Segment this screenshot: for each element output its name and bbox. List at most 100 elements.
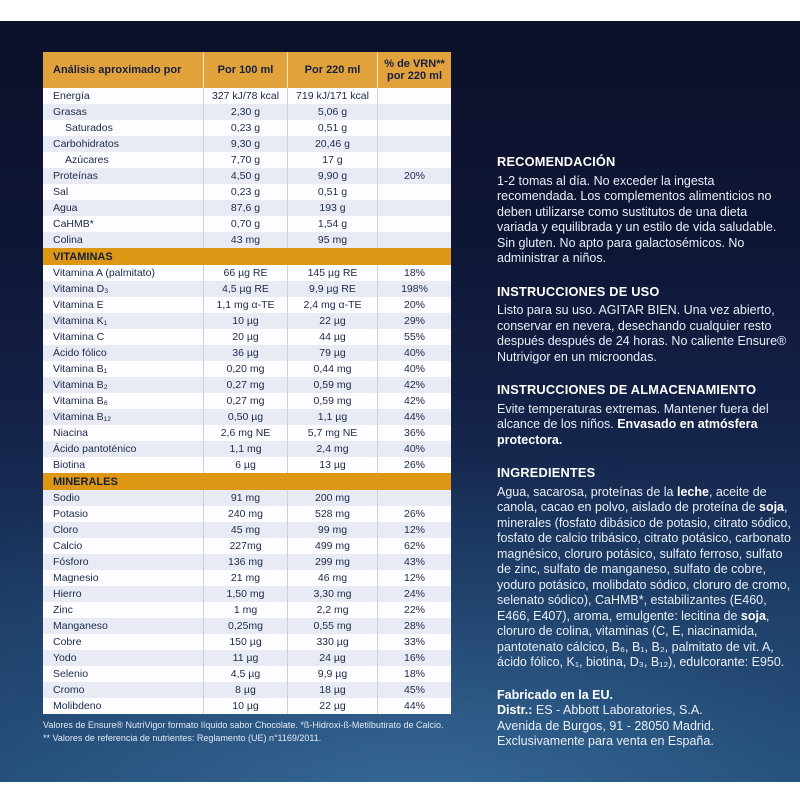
text-segment: , minerales (fosfato dibásico de potasio… — [497, 500, 791, 623]
table-row: Cloro 45 mg 99 mg 12% — [43, 522, 451, 538]
vrn-percent-value — [377, 120, 451, 136]
manufacturer-block: Fabricado en la EU. Distr.: ES - Abbott L… — [497, 688, 791, 750]
table-row: Vitamina A (palmitato) 66 µg RE 145 µg RE 1… — [43, 265, 451, 281]
table-row: Potasio 240 mg 528 mg 26% — [43, 506, 451, 522]
table-row: Agua 87,6 g 193 g — [43, 200, 451, 216]
per-220ml-value: 200 mg — [287, 490, 377, 506]
table-row: Yodo 11 µg 24 µg 16% — [43, 650, 451, 666]
panel-body-text: Evite temperaturas extremas. Mantener fu… — [497, 402, 791, 449]
per-100ml-value: 45 mg — [203, 522, 287, 538]
per-220ml-value: 1,54 g — [287, 216, 377, 232]
per-100ml-value: 0,23 g — [203, 120, 287, 136]
table-row: Vitamina B₆ 0,27 mg 0,59 mg 42% — [43, 393, 451, 409]
nutrient-name: Cloro — [53, 524, 79, 536]
vrn-percent-value: 62% — [377, 538, 451, 554]
nutrient-name: Potasio — [53, 508, 89, 520]
table-row: Ácido fólico 36 µg 79 µg 40% — [43, 345, 451, 361]
nutrient-name: Vitamina D₃ — [53, 283, 109, 295]
per-100ml-value: 0,27 mg — [203, 393, 287, 409]
panel-heading: INSTRUCCIONES DE ALMACENAMIENTO — [497, 382, 757, 397]
per-220ml-value: 0,55 mg — [287, 618, 377, 634]
nutrient-name: Niacina — [53, 427, 89, 439]
vrn-percent-value: 40% — [377, 361, 451, 377]
vrn-percent-value: 44% — [377, 698, 451, 714]
column-header-per-100ml: Por 100 ml — [203, 52, 287, 88]
nutrient-name: Yodo — [53, 652, 77, 664]
table-header-row: Análisis aproximado por Por 100 ml Por 2… — [43, 52, 451, 88]
nutrient-name: Cobre — [53, 636, 82, 648]
table-row: Niacina 2,6 mg NE 5,7 mg NE 36% — [43, 425, 451, 441]
per-220ml-value: 20,46 g — [287, 136, 377, 152]
nutrient-name: Vitamina C — [53, 331, 105, 343]
text-segment: Avenida de Burgos, 91 - 28050 Madrid. — [497, 718, 715, 733]
manufacturer-line: Exclusivamente para venta en España. — [497, 734, 791, 750]
vrn-percent-value: 16% — [377, 650, 451, 666]
vrn-percent-value: 33% — [377, 634, 451, 650]
table-row: Carbohidratos 9,30 g 20,46 g — [43, 136, 451, 152]
table-row: Colina 43 mg 95 mg — [43, 232, 451, 248]
vrn-percent-value: 18% — [377, 265, 451, 281]
panel-section: RECOMENDACIÓN 1-2 tomas al día. No excede… — [497, 154, 791, 267]
text-segment: , aceite de canola, cacao en polvo, aisl… — [497, 484, 767, 515]
nutrient-name: Selenio — [53, 668, 89, 680]
per-100ml-value: 11 µg — [203, 650, 287, 666]
per-220ml-value: 2,4 mg α-TE — [287, 297, 377, 313]
per-220ml-value: 1,1 µg — [287, 409, 377, 425]
table-row: Zinc 1 mg 2,2 mg 22% — [43, 602, 451, 618]
section-header-vitaminas: VITAMINAS — [43, 248, 451, 265]
per-220ml-value: 2,2 mg — [287, 602, 377, 618]
per-220ml-value: 2,4 mg — [287, 441, 377, 457]
table-row: Ácido pantoténico 1,1 mg 2,4 mg 40% — [43, 441, 451, 457]
per-220ml-value: 17 g — [287, 152, 377, 168]
nutrient-name: Zinc — [53, 604, 73, 616]
per-100ml-value: 1 mg — [203, 602, 287, 618]
table-row: Vitamina B₁ 0,20 mg 0,44 mg 40% — [43, 361, 451, 377]
vrn-percent-value — [377, 232, 451, 248]
per-100ml-value: 240 mg — [203, 506, 287, 522]
vrn-percent-value — [377, 184, 451, 200]
vrn-percent-value: 24% — [377, 586, 451, 602]
vrn-percent-value: 198% — [377, 281, 451, 297]
table-row: Vitamina E 1,1 mg α-TE 2,4 mg α-TE 20% — [43, 297, 451, 313]
vrn-percent-value: 29% — [377, 313, 451, 329]
column-header-vrn-percent: % de VRN** por 220 ml — [377, 52, 451, 88]
vrn-percent-value: 26% — [377, 457, 451, 473]
per-100ml-value: 7,70 g — [203, 152, 287, 168]
text-segment: Envasado en atmósfera protectora. — [497, 417, 758, 447]
nutrient-name: Agua — [53, 202, 78, 214]
text-segment: Distr.: — [497, 703, 533, 717]
manufacturer-line: Fabricado en la EU. — [497, 688, 791, 704]
nutrient-name: Vitamina B₁₂ — [53, 411, 112, 423]
per-220ml-value: 5,7 mg NE — [287, 425, 377, 441]
vrn-percent-value — [377, 88, 451, 104]
table-row: Sal 0,23 g 0,51 g — [43, 184, 451, 200]
vrn-percent-value: 44% — [377, 409, 451, 425]
nutrient-name: Vitamina B₁ — [53, 363, 108, 375]
per-220ml-value: 9,9 µg — [287, 666, 377, 682]
nutrient-name: Sodio — [53, 492, 80, 504]
panel-section: INGREDIENTES Agua, sacarosa, proteínas de… — [497, 465, 791, 671]
per-220ml-value: 22 µg — [287, 698, 377, 714]
table-row: Saturados 0,23 g 0,51 g — [43, 120, 451, 136]
text-segment: soja — [759, 500, 785, 514]
nutrient-name: Calcio — [53, 540, 83, 552]
per-220ml-value: 5,06 g — [287, 104, 377, 120]
text-segment: ES - Abbott Laboratories, S.A. — [532, 703, 703, 717]
per-100ml-value: 0,50 µg — [203, 409, 287, 425]
per-100ml-value: 0,23 g — [203, 184, 287, 200]
per-220ml-value: 330 µg — [287, 634, 377, 650]
nutrient-name: Energía — [53, 90, 90, 102]
per-100ml-value: 66 µg RE — [203, 265, 287, 281]
nutrient-name: Ácido pantoténico — [53, 443, 137, 455]
per-100ml-value: 4,50 g — [203, 168, 287, 184]
nutrient-name: Colina — [53, 234, 83, 246]
per-100ml-value: 2,30 g — [203, 104, 287, 120]
per-220ml-value: 3,30 mg — [287, 586, 377, 602]
nutrition-table: Análisis aproximado por Por 100 ml Por 2… — [43, 52, 451, 714]
text-segment: Evite temperaturas extremas. Mantener fu… — [497, 401, 769, 432]
vrn-percent-value: 22% — [377, 602, 451, 618]
nutrient-name: Vitamina K₁ — [53, 315, 108, 327]
per-220ml-value: 0,44 mg — [287, 361, 377, 377]
per-100ml-value: 10 µg — [203, 698, 287, 714]
table-row: Proteínas 4,50 g 9,90 g 20% — [43, 168, 451, 184]
